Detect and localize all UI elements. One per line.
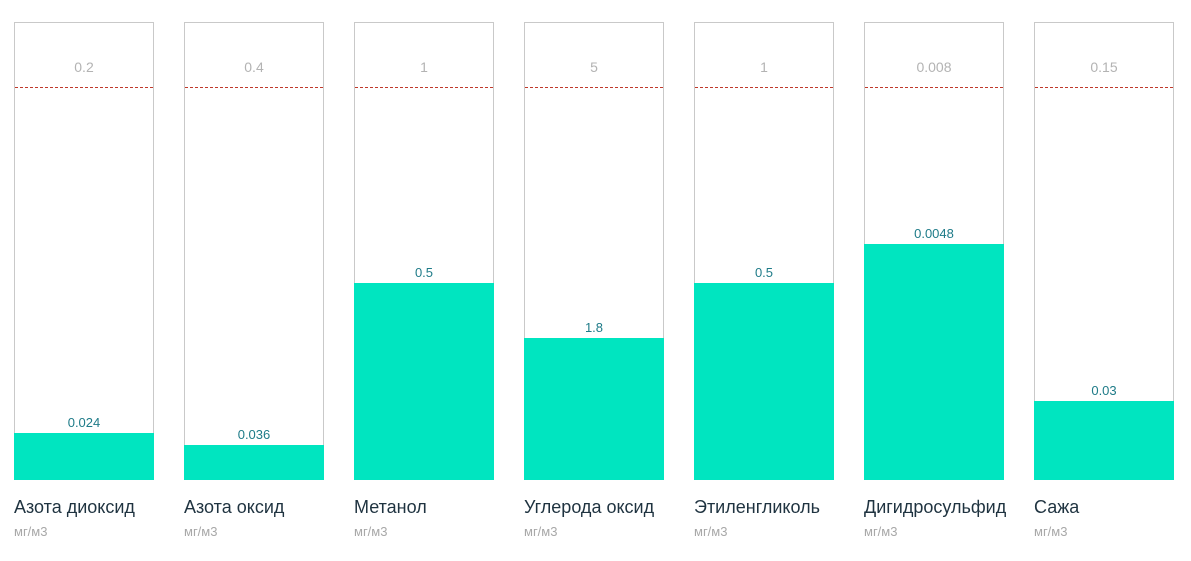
gauge-box: 0.2 0.024 — [14, 22, 154, 480]
limit-label: 0.2 — [74, 59, 94, 75]
limit-label: 1 — [420, 59, 428, 75]
value-bar — [864, 244, 1004, 480]
unit-label: мг/м3 — [694, 524, 728, 539]
gauge-column: 1 0.5 Метанол мг/м3 — [354, 22, 494, 539]
gauge-column: 0.008 0.0048 Дигидросульфид мг/м3 — [864, 22, 1007, 539]
gauge-column: 0.2 0.024 Азота диоксид мг/м3 — [14, 22, 154, 539]
gauge-box: 1 0.5 — [354, 22, 494, 480]
limit-label: 0.4 — [244, 59, 264, 75]
limit-label: 1 — [760, 59, 768, 75]
category-label: Азота оксид — [184, 497, 285, 517]
gauge-column: 1 0.5 Этиленгликоль мг/м3 — [694, 22, 834, 539]
unit-label: мг/м3 — [354, 524, 388, 539]
unit-label: мг/м3 — [184, 524, 218, 539]
gauge-box: 0.15 0.03 — [1034, 22, 1174, 480]
unit-label: мг/м3 — [14, 524, 48, 539]
gauge-column: 0.4 0.036 Азота оксид мг/м3 — [184, 22, 324, 539]
value-label: 0.03 — [1091, 383, 1117, 398]
gauge-column: 0.15 0.03 Сажа мг/м3 — [1034, 22, 1174, 539]
value-bar — [524, 338, 664, 480]
gauge-box: 1 0.5 — [694, 22, 834, 480]
value-label: 1.8 — [584, 320, 604, 335]
limit-label: 5 — [590, 59, 598, 75]
value-bar — [1034, 401, 1174, 480]
unit-label: мг/м3 — [524, 524, 558, 539]
limit-line — [185, 87, 323, 88]
category-label: Углерода оксид — [524, 497, 655, 517]
unit-label: мг/м3 — [1034, 524, 1068, 539]
gauge-box: 5 1.8 — [524, 22, 664, 480]
limit-line — [695, 87, 833, 88]
limit-line — [525, 87, 663, 88]
value-bar — [694, 283, 834, 480]
value-label: 0.024 — [67, 415, 101, 430]
limit-label: 0.15 — [1090, 59, 1118, 75]
value-bar — [184, 445, 324, 480]
limit-line — [15, 87, 153, 88]
value-label: 0.036 — [237, 427, 271, 442]
value-label: 0.5 — [414, 265, 434, 280]
limit-label: 0.008 — [916, 59, 952, 75]
value-label: 0.5 — [754, 265, 774, 280]
category-label: Сажа — [1034, 497, 1080, 517]
value-bar — [14, 433, 154, 480]
gauge-column: 5 1.8 Углерода оксид мг/м3 — [524, 22, 664, 539]
gauge-box: 0.008 0.0048 — [864, 22, 1004, 480]
unit-label: мг/м3 — [864, 524, 898, 539]
gauge-box: 0.4 0.036 — [184, 22, 324, 480]
value-label: 0.0048 — [914, 226, 954, 241]
category-label: Метанол — [354, 497, 427, 517]
category-label: Дигидросульфид — [864, 497, 1007, 517]
limit-line — [355, 87, 493, 88]
category-label: Азота диоксид — [14, 497, 135, 517]
limit-line — [1035, 87, 1173, 88]
value-bar — [354, 283, 494, 480]
category-label: Этиленгликоль — [694, 497, 820, 517]
limit-line — [865, 87, 1003, 88]
